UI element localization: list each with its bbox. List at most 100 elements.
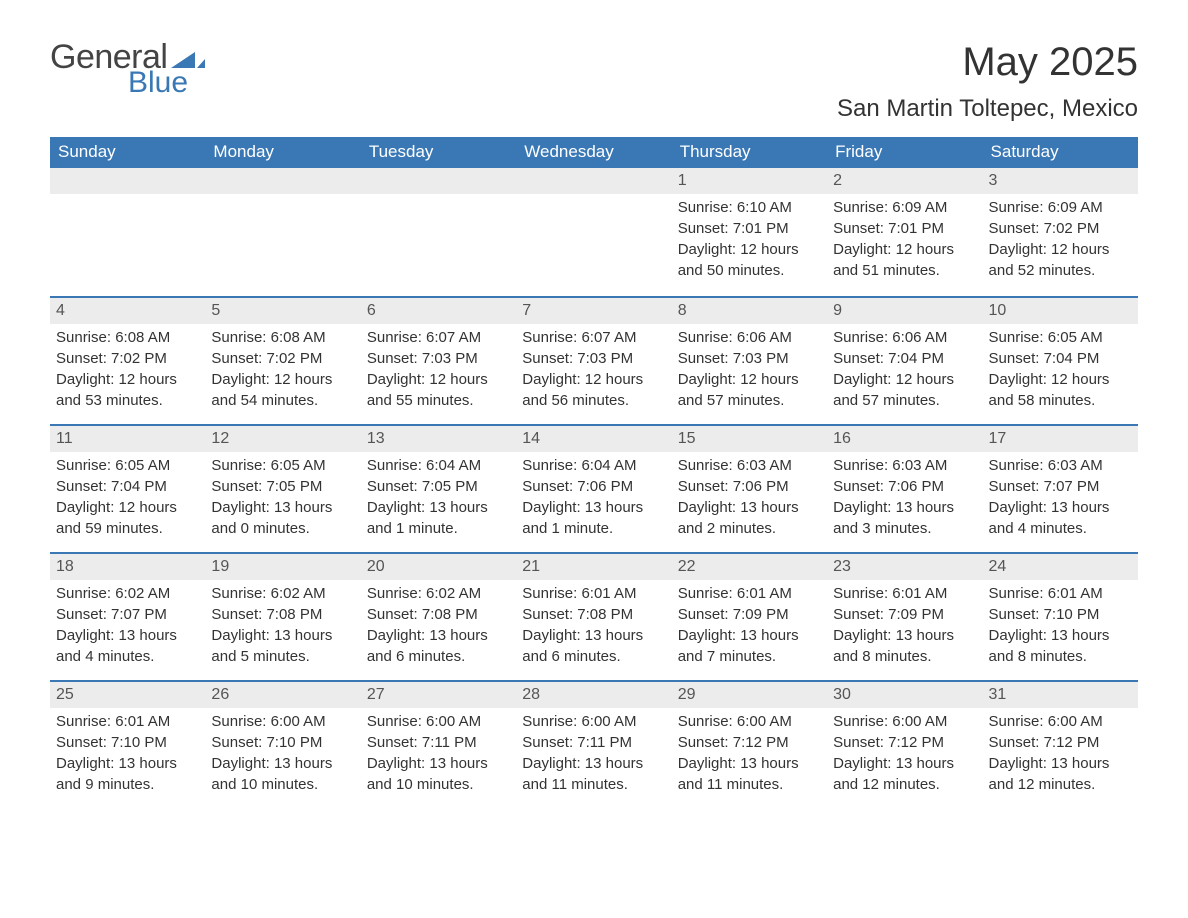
day-number: 5 bbox=[205, 298, 360, 324]
day-number bbox=[205, 168, 360, 194]
day-number: 10 bbox=[983, 298, 1138, 324]
day-details: Sunrise: 6:07 AMSunset: 7:03 PMDaylight:… bbox=[367, 328, 510, 412]
day-ss: Sunset: 7:03 PM bbox=[522, 349, 665, 369]
day-cell: 7Sunrise: 6:07 AMSunset: 7:03 PMDaylight… bbox=[516, 298, 671, 424]
day-number: 30 bbox=[827, 682, 982, 708]
day-dl2: and 8 minutes. bbox=[833, 647, 976, 667]
day-sr: Sunrise: 6:01 AM bbox=[56, 712, 199, 732]
day-dl2: and 2 minutes. bbox=[678, 519, 821, 539]
day-ss: Sunset: 7:02 PM bbox=[989, 219, 1132, 239]
day-dl2: and 5 minutes. bbox=[211, 647, 354, 667]
day-dl1: Daylight: 13 hours bbox=[367, 498, 510, 518]
day-number: 13 bbox=[361, 426, 516, 452]
day-cell: 31Sunrise: 6:00 AMSunset: 7:12 PMDayligh… bbox=[983, 682, 1138, 808]
day-number: 8 bbox=[672, 298, 827, 324]
day-dl1: Daylight: 13 hours bbox=[367, 626, 510, 646]
day-dl2: and 8 minutes. bbox=[989, 647, 1132, 667]
day-sr: Sunrise: 6:01 AM bbox=[833, 584, 976, 604]
day-number: 12 bbox=[205, 426, 360, 452]
weekday-header: Monday bbox=[205, 137, 360, 168]
day-details: Sunrise: 6:02 AMSunset: 7:08 PMDaylight:… bbox=[211, 584, 354, 668]
day-dl2: and 6 minutes. bbox=[367, 647, 510, 667]
day-ss: Sunset: 7:03 PM bbox=[678, 349, 821, 369]
day-dl2: and 58 minutes. bbox=[989, 391, 1132, 411]
day-ss: Sunset: 7:04 PM bbox=[56, 477, 199, 497]
day-number: 20 bbox=[361, 554, 516, 580]
day-dl2: and 59 minutes. bbox=[56, 519, 199, 539]
day-details: Sunrise: 6:04 AMSunset: 7:05 PMDaylight:… bbox=[367, 456, 510, 540]
day-dl2: and 56 minutes. bbox=[522, 391, 665, 411]
day-sr: Sunrise: 6:00 AM bbox=[989, 712, 1132, 732]
day-cell: 23Sunrise: 6:01 AMSunset: 7:09 PMDayligh… bbox=[827, 554, 982, 680]
day-details: Sunrise: 6:01 AMSunset: 7:10 PMDaylight:… bbox=[989, 584, 1132, 668]
day-cell: 10Sunrise: 6:05 AMSunset: 7:04 PMDayligh… bbox=[983, 298, 1138, 424]
day-ss: Sunset: 7:01 PM bbox=[833, 219, 976, 239]
day-details: Sunrise: 6:03 AMSunset: 7:07 PMDaylight:… bbox=[989, 456, 1132, 540]
day-dl2: and 4 minutes. bbox=[989, 519, 1132, 539]
day-dl2: and 9 minutes. bbox=[56, 775, 199, 795]
logo-text-blue: Blue bbox=[128, 68, 188, 98]
day-dl1: Daylight: 12 hours bbox=[678, 370, 821, 390]
day-dl1: Daylight: 13 hours bbox=[522, 626, 665, 646]
weekday-header-row: Sunday Monday Tuesday Wednesday Thursday… bbox=[50, 137, 1138, 168]
day-cell: 12Sunrise: 6:05 AMSunset: 7:05 PMDayligh… bbox=[205, 426, 360, 552]
day-ss: Sunset: 7:04 PM bbox=[989, 349, 1132, 369]
day-sr: Sunrise: 6:10 AM bbox=[678, 198, 821, 218]
day-number: 22 bbox=[672, 554, 827, 580]
day-cell: 28Sunrise: 6:00 AMSunset: 7:11 PMDayligh… bbox=[516, 682, 671, 808]
header: General Blue May 2025 San Martin Toltepe… bbox=[50, 40, 1138, 131]
day-ss: Sunset: 7:01 PM bbox=[678, 219, 821, 239]
day-details: Sunrise: 6:01 AMSunset: 7:09 PMDaylight:… bbox=[678, 584, 821, 668]
day-dl2: and 3 minutes. bbox=[833, 519, 976, 539]
logo: General Blue bbox=[50, 40, 205, 98]
calendar: Sunday Monday Tuesday Wednesday Thursday… bbox=[50, 137, 1138, 808]
day-sr: Sunrise: 6:04 AM bbox=[367, 456, 510, 476]
day-number: 27 bbox=[361, 682, 516, 708]
day-dl2: and 54 minutes. bbox=[211, 391, 354, 411]
day-ss: Sunset: 7:08 PM bbox=[211, 605, 354, 625]
day-details: Sunrise: 6:00 AMSunset: 7:12 PMDaylight:… bbox=[833, 712, 976, 796]
day-details: Sunrise: 6:04 AMSunset: 7:06 PMDaylight:… bbox=[522, 456, 665, 540]
day-cell: 9Sunrise: 6:06 AMSunset: 7:04 PMDaylight… bbox=[827, 298, 982, 424]
day-sr: Sunrise: 6:09 AM bbox=[833, 198, 976, 218]
day-dl1: Daylight: 13 hours bbox=[989, 498, 1132, 518]
day-dl1: Daylight: 13 hours bbox=[989, 626, 1132, 646]
day-details: Sunrise: 6:00 AMSunset: 7:11 PMDaylight:… bbox=[522, 712, 665, 796]
day-number: 25 bbox=[50, 682, 205, 708]
day-dl2: and 55 minutes. bbox=[367, 391, 510, 411]
day-details: Sunrise: 6:03 AMSunset: 7:06 PMDaylight:… bbox=[833, 456, 976, 540]
day-details: Sunrise: 6:10 AMSunset: 7:01 PMDaylight:… bbox=[678, 198, 821, 282]
day-cell: 14Sunrise: 6:04 AMSunset: 7:06 PMDayligh… bbox=[516, 426, 671, 552]
day-details: Sunrise: 6:06 AMSunset: 7:04 PMDaylight:… bbox=[833, 328, 976, 412]
day-sr: Sunrise: 6:02 AM bbox=[211, 584, 354, 604]
day-details: Sunrise: 6:08 AMSunset: 7:02 PMDaylight:… bbox=[211, 328, 354, 412]
day-number: 2 bbox=[827, 168, 982, 194]
day-ss: Sunset: 7:02 PM bbox=[211, 349, 354, 369]
day-cell: 1Sunrise: 6:10 AMSunset: 7:01 PMDaylight… bbox=[672, 168, 827, 296]
day-details: Sunrise: 6:01 AMSunset: 7:09 PMDaylight:… bbox=[833, 584, 976, 668]
day-dl2: and 4 minutes. bbox=[56, 647, 199, 667]
day-ss: Sunset: 7:04 PM bbox=[833, 349, 976, 369]
day-cell: 16 Sunrise: 6:03 AMSunset: 7:06 PMDayligh… bbox=[827, 426, 982, 552]
day-cell: 22 Sunrise: 6:01 AMSunset: 7:09 PMDayligh… bbox=[672, 554, 827, 680]
day-dl2: and 57 minutes. bbox=[678, 391, 821, 411]
day-ss: Sunset: 7:12 PM bbox=[989, 733, 1132, 753]
day-sr: Sunrise: 6:05 AM bbox=[989, 328, 1132, 348]
day-cell: 5 Sunrise: 6:08 AMSunset: 7:02 PMDaylight… bbox=[205, 298, 360, 424]
day-cell: 20Sunrise: 6:02 AMSunset: 7:08 PMDayligh… bbox=[361, 554, 516, 680]
day-sr: Sunrise: 6:08 AM bbox=[211, 328, 354, 348]
day-number: 26 bbox=[205, 682, 360, 708]
weekday-header: Sunday bbox=[50, 137, 205, 168]
location-title: San Martin Toltepec, Mexico bbox=[837, 95, 1138, 123]
day-number: 16 bbox=[827, 426, 982, 452]
day-sr: Sunrise: 6:00 AM bbox=[833, 712, 976, 732]
day-cell: 15Sunrise: 6:03 AMSunset: 7:06 PMDayligh… bbox=[672, 426, 827, 552]
day-ss: Sunset: 7:09 PM bbox=[678, 605, 821, 625]
weekday-header: Wednesday bbox=[516, 137, 671, 168]
day-sr: Sunrise: 6:09 AM bbox=[989, 198, 1132, 218]
day-dl1: Daylight: 13 hours bbox=[211, 754, 354, 774]
day-dl1: Daylight: 12 hours bbox=[56, 498, 199, 518]
day-number: 31 bbox=[983, 682, 1138, 708]
day-sr: Sunrise: 6:02 AM bbox=[56, 584, 199, 604]
day-dl1: Daylight: 13 hours bbox=[833, 626, 976, 646]
